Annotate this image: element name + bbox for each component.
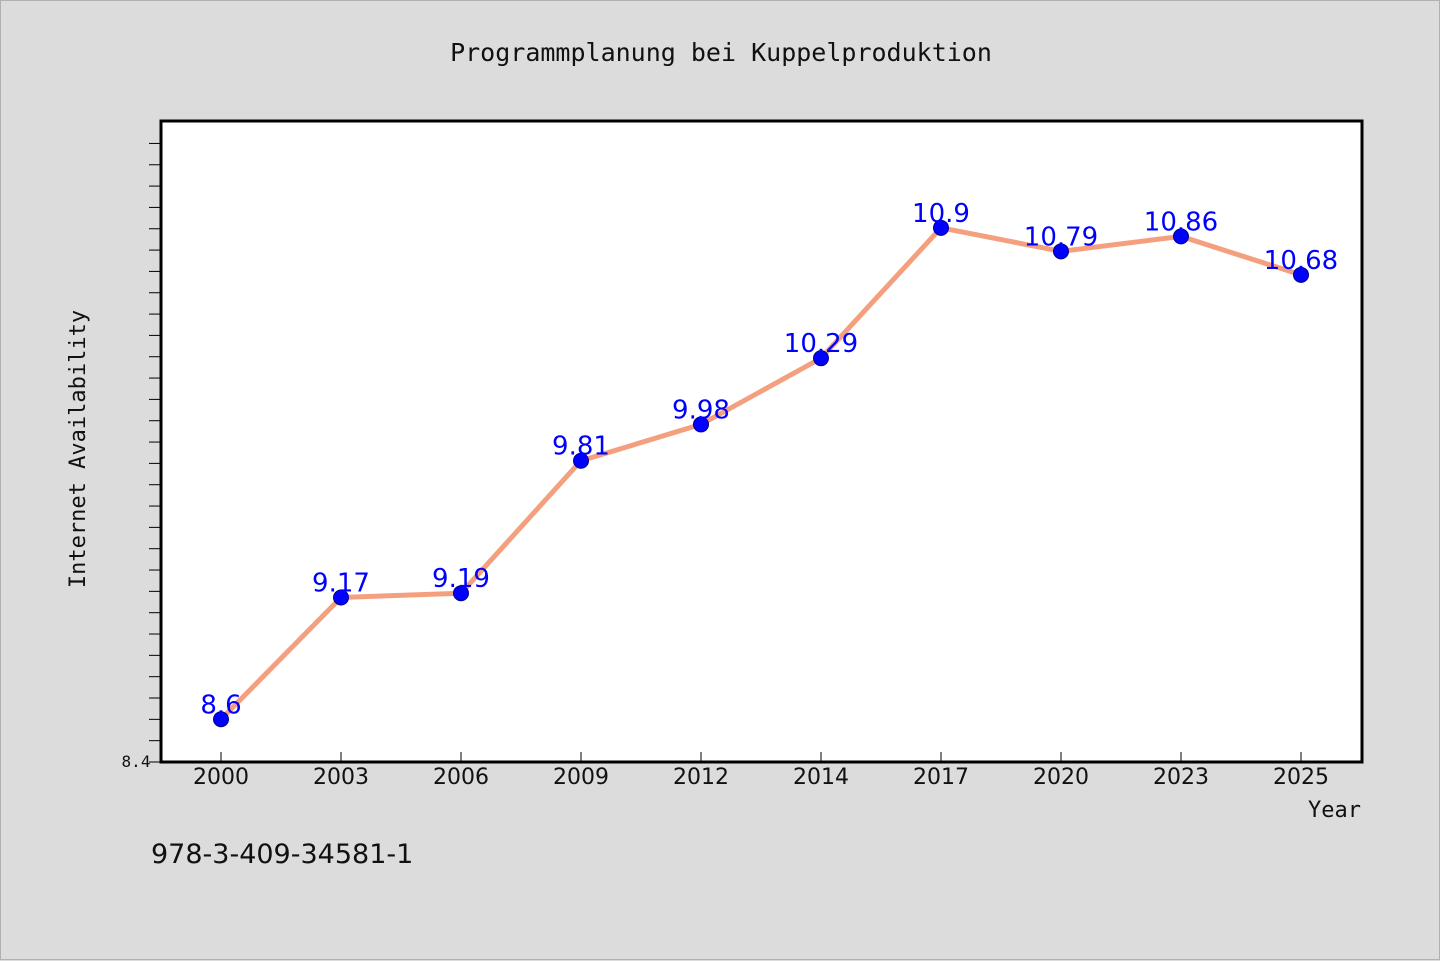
data-label: 10.9 — [912, 199, 970, 229]
x-tick-label: 2009 — [553, 765, 609, 790]
data-point — [693, 416, 709, 433]
y-axis-label: Internet Availability — [66, 310, 91, 588]
data-label: 10.68 — [1264, 246, 1338, 276]
data-point — [453, 585, 469, 602]
data-label: 10.79 — [1024, 222, 1098, 252]
data-point — [213, 711, 229, 728]
x-axis-ticks — [220, 752, 1302, 762]
y-axis-min-label: 8.4 — [122, 752, 151, 771]
x-tick-label: 2017 — [913, 765, 969, 790]
plot-area — [159, 119, 1364, 764]
data-point — [573, 452, 589, 469]
x-tick-label: 2012 — [673, 765, 729, 790]
chart-title: Programmplanung bei Kuppelproduktion — [450, 38, 992, 67]
data-label: 9.17 — [312, 568, 370, 598]
x-tick-label: 2023 — [1153, 765, 1209, 790]
data-point — [933, 219, 949, 236]
isbn-footer: 978-3-409-34581-1 — [151, 839, 413, 870]
x-axis-label: Year — [1308, 798, 1361, 823]
data-label: 9.81 — [552, 432, 610, 462]
x-tick-label: 2025 — [1273, 765, 1329, 790]
data-label: 9.19 — [432, 564, 490, 594]
data-label: 10.86 — [1144, 207, 1218, 237]
data-point — [813, 350, 829, 367]
y-axis-ticks — [149, 142, 161, 763]
data-label: 10.29 — [784, 329, 858, 359]
data-labels: 8.6 9.17 9.19 9.81 9.98 10.29 10.9 10.79 10.86 10… — [200, 199, 1338, 720]
series-layer — [213, 219, 1309, 728]
data-label: 9.98 — [672, 395, 730, 425]
data-point — [1293, 266, 1309, 283]
x-tick-label: 2003 — [313, 765, 369, 790]
data-point — [1173, 228, 1189, 245]
series-line — [218, 225, 1304, 722]
data-label: 8.6 — [200, 690, 241, 720]
data-point — [333, 589, 349, 606]
x-tick-label: 2020 — [1033, 765, 1089, 790]
x-tick-label: 2000 — [193, 765, 249, 790]
x-tick-label: 2014 — [793, 765, 849, 790]
x-tick-label: 2006 — [433, 765, 489, 790]
data-point — [1053, 243, 1069, 260]
x-tick-labels: 2000 2003 2006 2009 2012 2014 2017 2020 2023 2025 — [193, 765, 1329, 790]
